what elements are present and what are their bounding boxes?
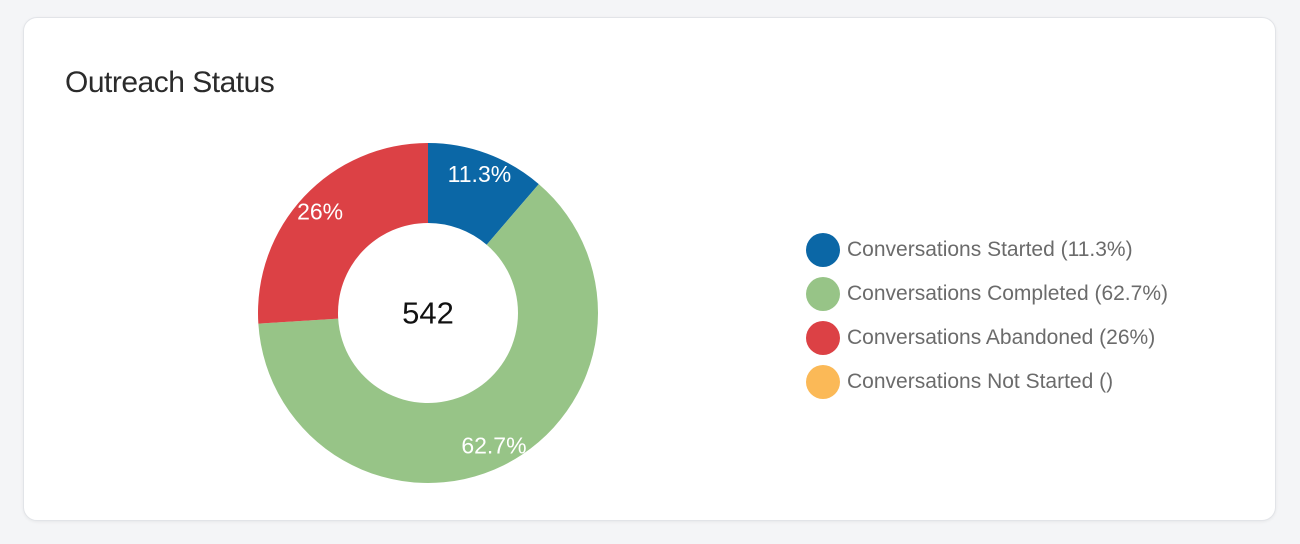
legend-color-dot	[806, 233, 840, 267]
legend-label: Conversations Completed (62.7%)	[847, 282, 1168, 305]
donut-slice-conversations-completed[interactable]	[258, 184, 598, 484]
donut-chart: 11.3% 62.7% 26% 542	[258, 143, 598, 484]
donut-slice-labels: 11.3% 62.7% 26%	[297, 161, 526, 458]
slice-label: 11.3%	[448, 161, 512, 187]
legend-label: Conversations Started (11.3%)	[847, 238, 1133, 261]
donut-slice-conversations-started[interactable]	[428, 143, 539, 245]
donut-slice-conversations-abandoned[interactable]	[258, 143, 428, 324]
legend-item[interactable]: Conversations Started (11.3%)	[806, 228, 1168, 272]
outreach-status-card: Outreach Status 11.3% 62.7% 26% 542 Conver…	[23, 17, 1276, 521]
legend-label: Conversations Not Started ()	[847, 370, 1114, 393]
legend-item[interactable]: Conversations Completed (62.7%)	[806, 272, 1168, 316]
donut-slices	[258, 143, 598, 484]
card-title: Outreach Status	[65, 66, 275, 99]
legend-item[interactable]: Conversations Not Started ()	[806, 360, 1168, 404]
slice-label: 62.7%	[461, 432, 526, 458]
legend-item[interactable]: Conversations Abandoned (26%)	[806, 316, 1168, 360]
legend-color-dot	[806, 365, 840, 399]
chart-legend: Conversations Started (11.3%) Conversatio…	[806, 228, 1168, 404]
legend-color-dot	[806, 277, 840, 311]
slice-label: 26%	[297, 199, 343, 225]
center-total: 542	[402, 296, 454, 331]
legend-color-dot	[806, 321, 840, 355]
legend-label: Conversations Abandoned (26%)	[847, 326, 1156, 349]
